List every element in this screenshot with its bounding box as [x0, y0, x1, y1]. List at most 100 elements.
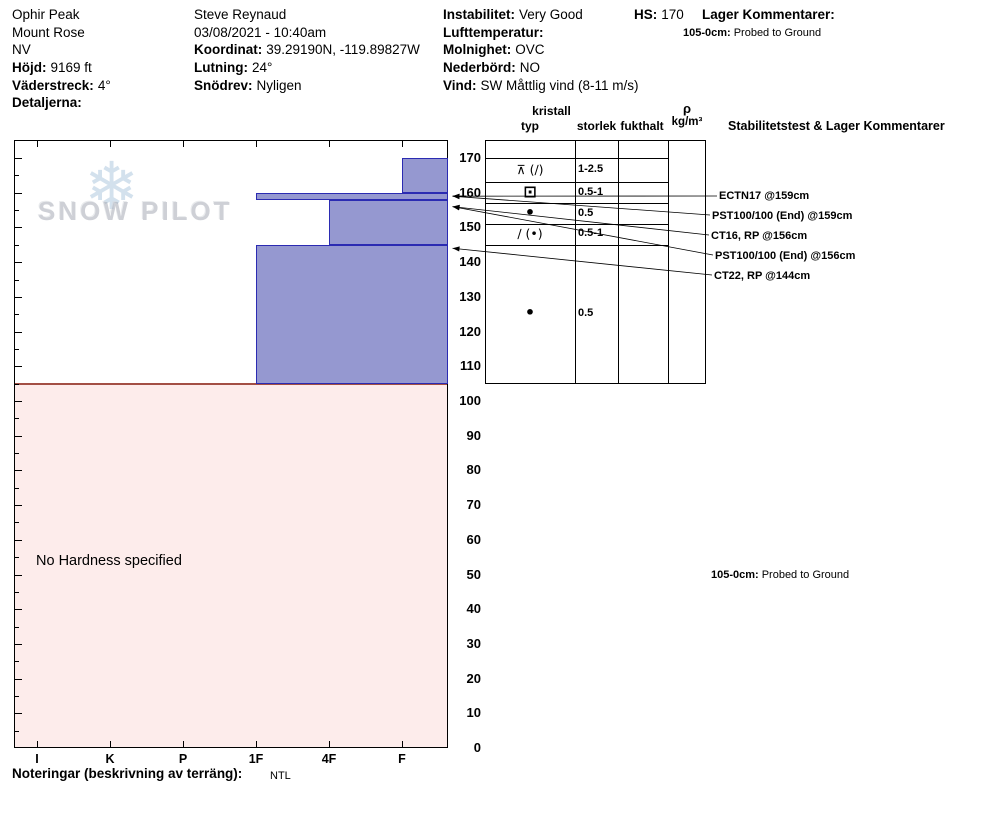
depth-tick: [15, 643, 22, 645]
depth-axis-label: 100: [459, 392, 481, 408]
hardness-layer-bar: [329, 199, 448, 245]
hs-row: HS: 170: [634, 6, 684, 23]
hardness-tick-bottom: [183, 741, 184, 747]
depth-tick: [15, 227, 22, 229]
depth-axis-label: 60: [466, 531, 481, 547]
crystal-type-symbol: •: [524, 202, 536, 222]
depth-tick: [15, 557, 19, 559]
site-name-text: Ophir Peak: [12, 7, 80, 22]
coordinates-label: Koordinat:: [194, 42, 263, 57]
hs-value: 170: [661, 7, 684, 22]
elevation-label: Höjd:: [12, 60, 47, 75]
notes-label: Noteringar (beskrivning av terräng):: [12, 766, 243, 781]
instability-value: Very Good: [519, 7, 583, 22]
grain-row-divider: [485, 182, 669, 184]
mountain-range: Mount Rose: [12, 24, 85, 41]
header-layer-comment-range: 105-0cm:: [683, 27, 731, 39]
wind-label: Vind:: [443, 78, 477, 93]
observer-name-text: Steve Reynaud: [194, 7, 287, 22]
no-hardness-region: No Hardness specified: [15, 383, 447, 747]
depth-tick: [15, 435, 22, 437]
hardness-layer-bar: [402, 158, 448, 193]
site-name: Ophir Peak: [12, 6, 80, 23]
depth-tick: [15, 609, 22, 611]
instability-row: Instabilitet: Very Good: [443, 6, 583, 23]
details-label: Detaljerna:: [12, 95, 82, 110]
depth-tick: [15, 591, 19, 593]
typ-storlek-divider: [575, 140, 576, 384]
hardness-tick-bottom: [110, 741, 111, 747]
state-text: NV: [12, 42, 31, 57]
depth-tick: [15, 210, 19, 212]
density-unit-header: kg/m³: [671, 116, 703, 128]
hardness-layer-bar: [256, 192, 448, 200]
slope-row: Lutning: 24°: [194, 59, 272, 76]
elevation-value: 9169 ft: [50, 60, 92, 75]
aspect-value: 4°: [97, 78, 111, 93]
depth-tick: [15, 487, 19, 489]
depth-tick: [15, 175, 19, 177]
stability-test-label: CT16, RP @156cm: [711, 230, 808, 242]
crystal-type-symbol: ⊡: [523, 181, 537, 201]
hardness-tick-top: [183, 141, 184, 147]
depth-axis-label: 40: [466, 601, 481, 617]
grain-row-divider: [485, 158, 669, 159]
depth-tick: [15, 695, 19, 697]
instability-label: Instabilitet:: [443, 7, 516, 22]
depth-axis-label: 20: [466, 670, 481, 686]
grain-row-divider: [485, 244, 669, 246]
air-temp-label: Lufttemperatur:: [443, 25, 544, 40]
depth-axis-label: 70: [466, 497, 481, 513]
hardness-tick-bottom: [37, 741, 38, 747]
coordinates-row: Koordinat: 39.29190N, -119.89827W: [194, 41, 420, 58]
depth-axis-label: 10: [466, 705, 481, 721]
hardness-axis-label: I: [35, 752, 39, 766]
details-row: Detaljerna:: [12, 94, 86, 111]
depth-tick: [15, 348, 19, 350]
slope-value: 24°: [251, 60, 273, 75]
depth-tick: [15, 522, 19, 524]
precip-value: NO: [519, 60, 541, 75]
hardness-axis-label: K: [105, 752, 115, 766]
grain-row-divider: [485, 223, 669, 225]
header-layer-comment-text: Probed to Ground: [733, 27, 822, 39]
state: NV: [12, 41, 31, 58]
depth-axis-label: 50: [466, 566, 481, 582]
depth-axis-label: 130: [459, 288, 481, 304]
precip-label: Nederbörd:: [443, 60, 516, 75]
tests-column-header: Stabilitetstest & Lager Kommentarer: [728, 119, 945, 133]
depth-tick: [15, 661, 19, 663]
depth-tick: [15, 730, 19, 732]
grain-size-value: 1-2.5: [578, 163, 604, 176]
depth-tick: [15, 400, 22, 402]
wind-drift-label: Snödrev:: [194, 78, 253, 93]
grain-size-value: 0.5: [578, 206, 594, 219]
depth-tick: [15, 192, 22, 194]
grain-size-value: 0.5-1: [578, 185, 604, 198]
right-panel-layer-comment: 105-0cm: Probed to Ground: [711, 567, 849, 584]
density-column-frame: [668, 140, 706, 384]
datetime-text: 03/08/2021 - 10:40am: [194, 25, 327, 40]
depth-axis-label: 110: [460, 358, 481, 374]
depth-tick: [15, 366, 22, 368]
wind-drift-row: Snödrev: Nyligen: [194, 77, 302, 94]
hardness-axis-label: P: [178, 752, 188, 766]
air-temp-row: Lufttemperatur:: [443, 24, 548, 41]
hardness-tick-bottom: [402, 741, 403, 747]
depth-axis-label: 140: [459, 254, 481, 270]
hardness-tick-top: [37, 141, 38, 147]
hardness-layer-bar: [256, 244, 448, 384]
storlek-header: storlek: [576, 119, 617, 133]
depth-tick: [15, 262, 22, 264]
storlek-fukthalt-divider: [618, 140, 619, 384]
grain-size-value: 0.5-1: [578, 227, 604, 240]
coordinates-value: 39.29190N, -119.89827W: [266, 42, 420, 57]
hardness-axis-label: F: [398, 752, 406, 766]
hardness-tick-top: [110, 141, 111, 147]
hardness-tick-bottom: [329, 741, 330, 747]
depth-axis-label: 170: [459, 150, 481, 165]
depth-axis-label: 30: [466, 635, 481, 651]
no-hardness-text: No Hardness specified: [36, 553, 182, 569]
depth-tick: [15, 331, 22, 333]
